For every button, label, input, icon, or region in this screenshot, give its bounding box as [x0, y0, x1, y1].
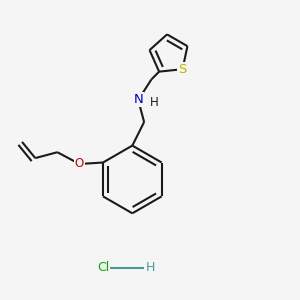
- Text: S: S: [178, 63, 187, 76]
- Text: H: H: [150, 96, 159, 110]
- Text: H: H: [145, 261, 155, 274]
- Text: O: O: [75, 158, 84, 170]
- Text: N: N: [133, 93, 143, 106]
- Text: Cl: Cl: [97, 261, 109, 274]
